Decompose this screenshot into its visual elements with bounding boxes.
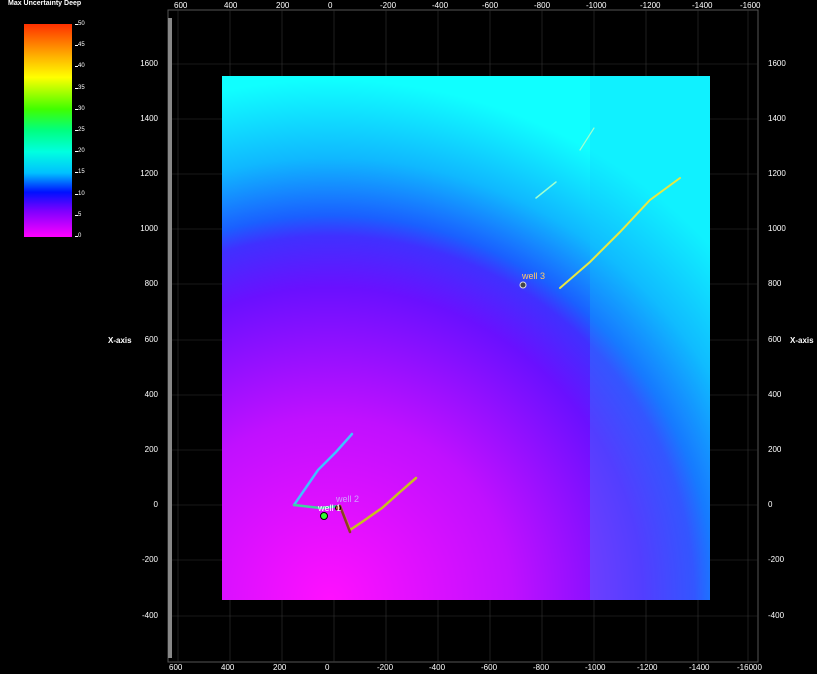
left-axis-tick-label: 1200 xyxy=(140,169,158,178)
surface-right-band xyxy=(590,76,710,600)
left-axis-tick-label: 400 xyxy=(144,390,158,399)
right-axis-tick-label: 0 xyxy=(768,500,773,509)
bottom-axis-tick-label: 400 xyxy=(221,663,235,672)
left-axis-tick-label: 1000 xyxy=(140,224,158,233)
bottom-axis-tick-label: -16000 xyxy=(737,663,762,672)
legend-tick-label: 35 xyxy=(75,84,85,91)
well-3-trajectory xyxy=(559,177,681,289)
left-axis-tick-label: 600 xyxy=(144,335,158,344)
legend-tick-label: 40 xyxy=(75,63,85,70)
right-axis-tick-label: 1400 xyxy=(768,114,786,123)
right-axis-tick-label: 1600 xyxy=(768,59,786,68)
right-axis-tick-label: 1200 xyxy=(768,169,786,178)
right-axis-tick-label: 400 xyxy=(768,390,782,399)
legend-tick-label: 10 xyxy=(75,190,85,197)
right-axis-tick-label: 800 xyxy=(768,279,782,288)
top-axis-tick-label: 400 xyxy=(224,1,238,10)
top-axis-tick-label: -1600 xyxy=(740,1,761,10)
top-axis-tick-label: 200 xyxy=(276,1,290,10)
bottom-axis-tick-label: 600 xyxy=(169,663,183,672)
legend-tick-label: 5 xyxy=(74,211,82,218)
legend-tick-label: 50 xyxy=(75,21,85,27)
well-1-marker[interactable] xyxy=(320,512,328,520)
legend-tick-label: 20 xyxy=(75,148,85,155)
uncertainty-surface[interactable] xyxy=(222,76,710,600)
top-axis-tick-label: -600 xyxy=(482,1,499,10)
left-axis-tick-label: -200 xyxy=(141,555,158,564)
top-axis-tick-label: -200 xyxy=(380,1,397,10)
left-axis-tick-label: 800 xyxy=(144,279,158,288)
top-axis-tick-label: -1000 xyxy=(586,1,607,10)
right-axis-tick-label: 600 xyxy=(768,335,782,344)
well-1-segment xyxy=(292,503,342,510)
legend-tick-label: 25 xyxy=(75,127,85,133)
well-1-trajectory xyxy=(292,432,354,507)
legend-tick-label: 0 xyxy=(74,233,82,239)
left-axis-label: X-axis xyxy=(108,336,132,345)
bottom-axis-tick-label: -1400 xyxy=(689,663,710,672)
bottom-axis-tick-label: -400 xyxy=(429,663,446,672)
well-trajectories[interactable] xyxy=(292,127,681,534)
left-axis-bar xyxy=(168,18,172,658)
left-axis-tick-label: 200 xyxy=(144,445,158,454)
well-3-faint-top xyxy=(579,127,595,151)
well-3-marker[interactable] xyxy=(519,281,527,289)
top-axis-tick-label: -800 xyxy=(534,1,551,10)
right-axis-tick-label: 200 xyxy=(768,445,782,454)
top-axis-tick-label: -1400 xyxy=(692,1,713,10)
well-3-label[interactable]: well 3 xyxy=(522,271,546,281)
top-axis-tick-label: 600 xyxy=(174,1,188,10)
top-axis-tick-label: -400 xyxy=(432,1,449,10)
bottom-axis-tick-label: 200 xyxy=(273,663,287,672)
bottom-axis-tick-label: 0 xyxy=(325,663,330,672)
right-axis-label: X-axis xyxy=(790,336,814,345)
top-axis-tick-label: 0 xyxy=(328,1,333,10)
left-axis-tick-label: 0 xyxy=(153,500,158,509)
legend-title: Max Uncertainty Deep xyxy=(8,0,82,7)
well-2-marker[interactable] xyxy=(335,505,341,511)
left-axis-tick-label: -400 xyxy=(141,611,158,620)
right-axis-tick-label: -400 xyxy=(768,611,785,620)
left-axis-tick-label: 1400 xyxy=(140,114,158,123)
top-axis-tick-label: -1200 xyxy=(640,1,661,10)
well-1-label[interactable]: well 1 xyxy=(318,503,342,513)
bottom-axis-tick-label: -800 xyxy=(533,663,550,672)
bottom-axis-tick-label: -1200 xyxy=(637,663,658,672)
well-2-label[interactable]: well 2 xyxy=(336,494,360,504)
legend-tick-label: 30 xyxy=(75,105,85,112)
bottom-axis-tick-label: -1000 xyxy=(585,663,606,672)
well-3-faint-upper xyxy=(535,181,557,199)
bottom-axis-tick-label: -600 xyxy=(481,663,498,672)
legend-color-bar xyxy=(24,24,72,237)
legend-tick-label: 15 xyxy=(75,169,85,176)
color-legend: Max Uncertainty Deep 50 45 40 35 30 25 20 15 10 5… xyxy=(6,0,116,240)
right-axis-tick-label: 1000 xyxy=(768,224,786,233)
well-2-segment xyxy=(338,504,352,534)
bottom-axis-tick-label: -200 xyxy=(377,663,394,672)
legend-tick-label: 45 xyxy=(75,42,85,49)
left-axis-tick-label: 1600 xyxy=(140,59,158,68)
right-axis-tick-label: -200 xyxy=(768,555,785,564)
